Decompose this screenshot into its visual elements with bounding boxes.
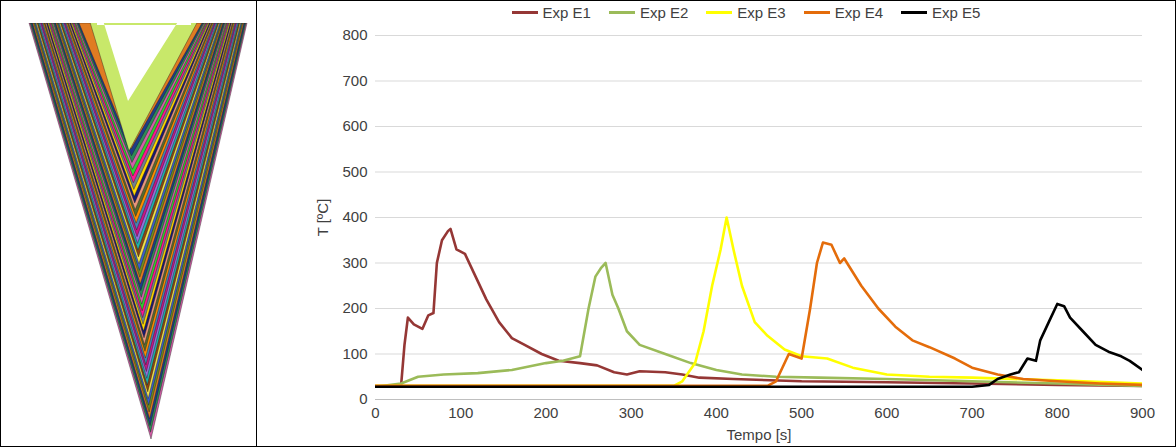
svg-text:700: 700	[342, 72, 367, 89]
html-text:Exp E2: Exp E2	[639, 3, 689, 21]
svg-text:100: 100	[342, 345, 367, 362]
svg-text:400: 400	[704, 404, 729, 421]
svg-text:800: 800	[1045, 404, 1070, 421]
svg-text:200: 200	[533, 404, 558, 421]
html-text:Exp E4: Exp E4	[834, 3, 884, 21]
html-text:Exp E3: Exp E3	[737, 3, 786, 21]
svg-text:0: 0	[359, 390, 367, 407]
svg-text:500: 500	[789, 404, 814, 421]
svg-text:Tempo [s]: Tempo [s]	[726, 426, 791, 443]
svg-text:500: 500	[342, 163, 367, 180]
svg-text:T [ºC]: T [ºC]	[314, 199, 331, 237]
svg-text:300: 300	[619, 404, 644, 421]
svg-text:0: 0	[371, 404, 379, 421]
svg-text:700: 700	[960, 404, 985, 421]
html-text:Exp E1: Exp E1	[542, 3, 591, 21]
svg-text:900: 900	[1130, 404, 1155, 421]
svg-text:100: 100	[448, 404, 473, 421]
html-text:Exp E5: Exp E5	[932, 3, 981, 21]
svg-text:400: 400	[342, 208, 367, 225]
svg-text:200: 200	[342, 299, 367, 316]
svg-text:600: 600	[342, 117, 367, 134]
svg-text:600: 600	[874, 404, 899, 421]
svg-text:800: 800	[342, 26, 367, 43]
svg-text:300: 300	[342, 254, 367, 271]
